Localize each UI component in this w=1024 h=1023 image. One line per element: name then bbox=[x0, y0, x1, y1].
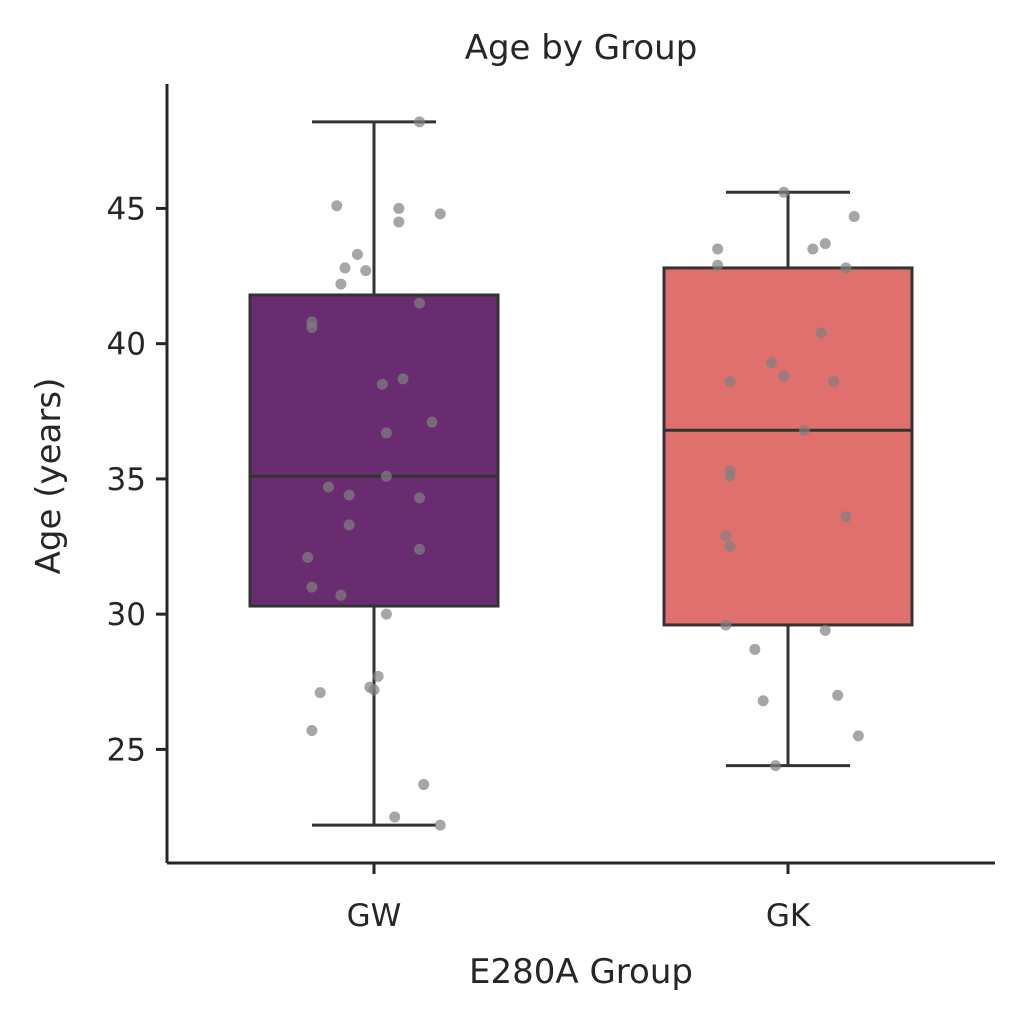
data-points bbox=[302, 116, 864, 831]
data-point bbox=[331, 200, 343, 212]
y-tick-label: 30 bbox=[107, 597, 146, 633]
data-point bbox=[720, 530, 732, 542]
data-point bbox=[393, 202, 405, 214]
data-point bbox=[306, 724, 318, 736]
data-point bbox=[832, 689, 844, 701]
data-point bbox=[393, 216, 405, 228]
box-gk bbox=[662, 190, 914, 768]
data-point bbox=[765, 357, 777, 369]
data-point bbox=[712, 243, 724, 255]
data-point bbox=[778, 370, 790, 382]
chart-title: Age by Group bbox=[465, 28, 698, 68]
data-point bbox=[757, 695, 769, 707]
data-point bbox=[343, 519, 355, 531]
box-gw bbox=[248, 120, 500, 827]
y-tick-label: 45 bbox=[107, 191, 146, 227]
data-point bbox=[306, 321, 318, 333]
data-point bbox=[799, 424, 811, 436]
data-point bbox=[360, 265, 372, 277]
data-point bbox=[414, 116, 426, 128]
y-tick-label: 40 bbox=[107, 327, 146, 363]
data-point bbox=[380, 427, 392, 439]
data-point bbox=[434, 819, 446, 831]
data-point bbox=[778, 186, 790, 198]
data-point bbox=[807, 243, 819, 255]
y-axis-label: Age (years) bbox=[29, 378, 69, 575]
data-point bbox=[351, 248, 363, 260]
data-point bbox=[770, 760, 782, 772]
data-point bbox=[389, 811, 401, 823]
data-point bbox=[339, 262, 351, 274]
data-point bbox=[720, 619, 732, 631]
data-point bbox=[376, 378, 388, 390]
data-point bbox=[840, 262, 852, 274]
data-point bbox=[343, 489, 355, 501]
data-point bbox=[426, 416, 438, 428]
ticks: 25 30 35 40 45 GW GK bbox=[107, 191, 811, 934]
data-point bbox=[724, 376, 736, 388]
data-point bbox=[414, 297, 426, 309]
y-tick-label: 25 bbox=[107, 732, 146, 768]
data-point bbox=[852, 730, 864, 742]
plot-area bbox=[248, 116, 914, 831]
data-point bbox=[368, 684, 380, 696]
data-point bbox=[306, 581, 318, 593]
axes bbox=[165, 84, 995, 865]
data-point bbox=[335, 589, 347, 601]
data-point bbox=[380, 608, 392, 620]
box-iqr bbox=[248, 293, 500, 608]
data-point bbox=[335, 278, 347, 290]
data-point bbox=[712, 259, 724, 271]
data-point bbox=[414, 543, 426, 555]
data-point bbox=[380, 470, 392, 482]
box-iqr bbox=[662, 266, 914, 627]
data-point bbox=[302, 551, 314, 563]
data-point bbox=[848, 211, 860, 223]
data-point bbox=[819, 624, 831, 636]
data-point bbox=[819, 238, 831, 250]
data-point bbox=[724, 470, 736, 482]
data-point bbox=[840, 511, 852, 523]
x-axis-label: E280A Group bbox=[469, 952, 693, 992]
y-tick-label: 35 bbox=[107, 462, 146, 498]
data-point bbox=[724, 541, 736, 553]
data-point bbox=[815, 327, 827, 339]
x-tick-label: GW bbox=[347, 898, 402, 934]
data-point bbox=[828, 376, 840, 388]
data-point bbox=[418, 779, 430, 791]
data-point bbox=[434, 208, 446, 220]
x-tick-label: GK bbox=[766, 898, 811, 934]
data-point bbox=[322, 481, 334, 493]
data-point bbox=[414, 492, 426, 504]
data-point bbox=[314, 687, 326, 699]
data-point bbox=[372, 670, 384, 682]
data-point bbox=[749, 643, 761, 655]
data-point bbox=[397, 373, 409, 385]
